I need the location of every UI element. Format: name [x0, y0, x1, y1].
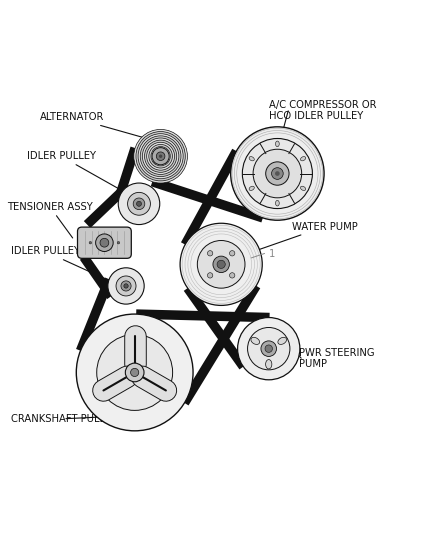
Circle shape — [100, 238, 109, 247]
Text: ALTERNATOR: ALTERNATOR — [39, 112, 150, 140]
Circle shape — [208, 251, 213, 256]
Circle shape — [76, 314, 193, 431]
Circle shape — [198, 240, 245, 288]
Circle shape — [108, 268, 144, 304]
Circle shape — [118, 183, 160, 224]
Circle shape — [134, 130, 187, 183]
Circle shape — [142, 138, 179, 174]
Text: TENSIONER ASSY: TENSIONER ASSY — [7, 202, 93, 238]
Text: WATER PUMP: WATER PUMP — [254, 222, 357, 251]
Circle shape — [125, 363, 144, 382]
Circle shape — [95, 234, 113, 252]
FancyBboxPatch shape — [78, 227, 131, 259]
Circle shape — [137, 201, 141, 206]
Circle shape — [127, 192, 150, 215]
Circle shape — [230, 251, 235, 256]
Circle shape — [261, 341, 276, 357]
Text: HCO IDLER PULLEY: HCO IDLER PULLEY — [269, 111, 363, 121]
Circle shape — [156, 152, 165, 160]
Circle shape — [230, 273, 235, 278]
Ellipse shape — [251, 337, 260, 344]
Circle shape — [213, 256, 230, 272]
Circle shape — [253, 149, 302, 198]
Polygon shape — [80, 254, 115, 299]
Circle shape — [117, 241, 120, 244]
Circle shape — [149, 144, 173, 168]
Circle shape — [145, 140, 177, 172]
Text: PUMP: PUMP — [299, 359, 327, 369]
Ellipse shape — [278, 337, 286, 344]
Text: IDLER PULLEY: IDLER PULLEY — [27, 151, 128, 194]
Circle shape — [116, 276, 136, 296]
Circle shape — [152, 148, 169, 165]
Circle shape — [266, 162, 289, 185]
Text: 1: 1 — [269, 248, 275, 259]
Circle shape — [247, 327, 290, 370]
Ellipse shape — [249, 157, 254, 161]
Circle shape — [131, 368, 139, 376]
Text: PWR STEERING: PWR STEERING — [299, 348, 374, 358]
Circle shape — [136, 132, 185, 181]
Circle shape — [180, 223, 262, 305]
Circle shape — [217, 260, 225, 269]
Polygon shape — [151, 177, 264, 222]
Circle shape — [231, 127, 324, 220]
Circle shape — [275, 171, 280, 176]
Ellipse shape — [276, 200, 279, 206]
Ellipse shape — [276, 141, 279, 147]
Circle shape — [121, 281, 131, 291]
Circle shape — [242, 139, 312, 208]
Text: CRANKSHAFT PULLEY: CRANKSHAFT PULLEY — [11, 414, 118, 424]
Circle shape — [133, 198, 145, 209]
Circle shape — [97, 335, 173, 410]
Polygon shape — [184, 285, 247, 369]
Polygon shape — [115, 147, 140, 199]
Circle shape — [147, 142, 175, 170]
Polygon shape — [180, 284, 260, 406]
Polygon shape — [136, 309, 270, 322]
Ellipse shape — [265, 360, 272, 369]
Circle shape — [140, 136, 181, 176]
Circle shape — [237, 318, 300, 380]
Text: A/C COMPRESSOR OR: A/C COMPRESSOR OR — [269, 100, 376, 110]
Polygon shape — [84, 185, 128, 228]
Circle shape — [151, 147, 170, 166]
Circle shape — [272, 168, 283, 180]
Ellipse shape — [249, 186, 254, 190]
Polygon shape — [181, 149, 240, 247]
Circle shape — [159, 155, 162, 158]
Ellipse shape — [300, 157, 306, 161]
Polygon shape — [76, 278, 113, 352]
Circle shape — [138, 134, 183, 179]
Circle shape — [265, 345, 272, 352]
Circle shape — [124, 284, 128, 288]
Text: IDLER PULLEY: IDLER PULLEY — [11, 246, 114, 283]
Circle shape — [89, 241, 92, 244]
Circle shape — [208, 273, 213, 278]
Ellipse shape — [300, 186, 306, 190]
